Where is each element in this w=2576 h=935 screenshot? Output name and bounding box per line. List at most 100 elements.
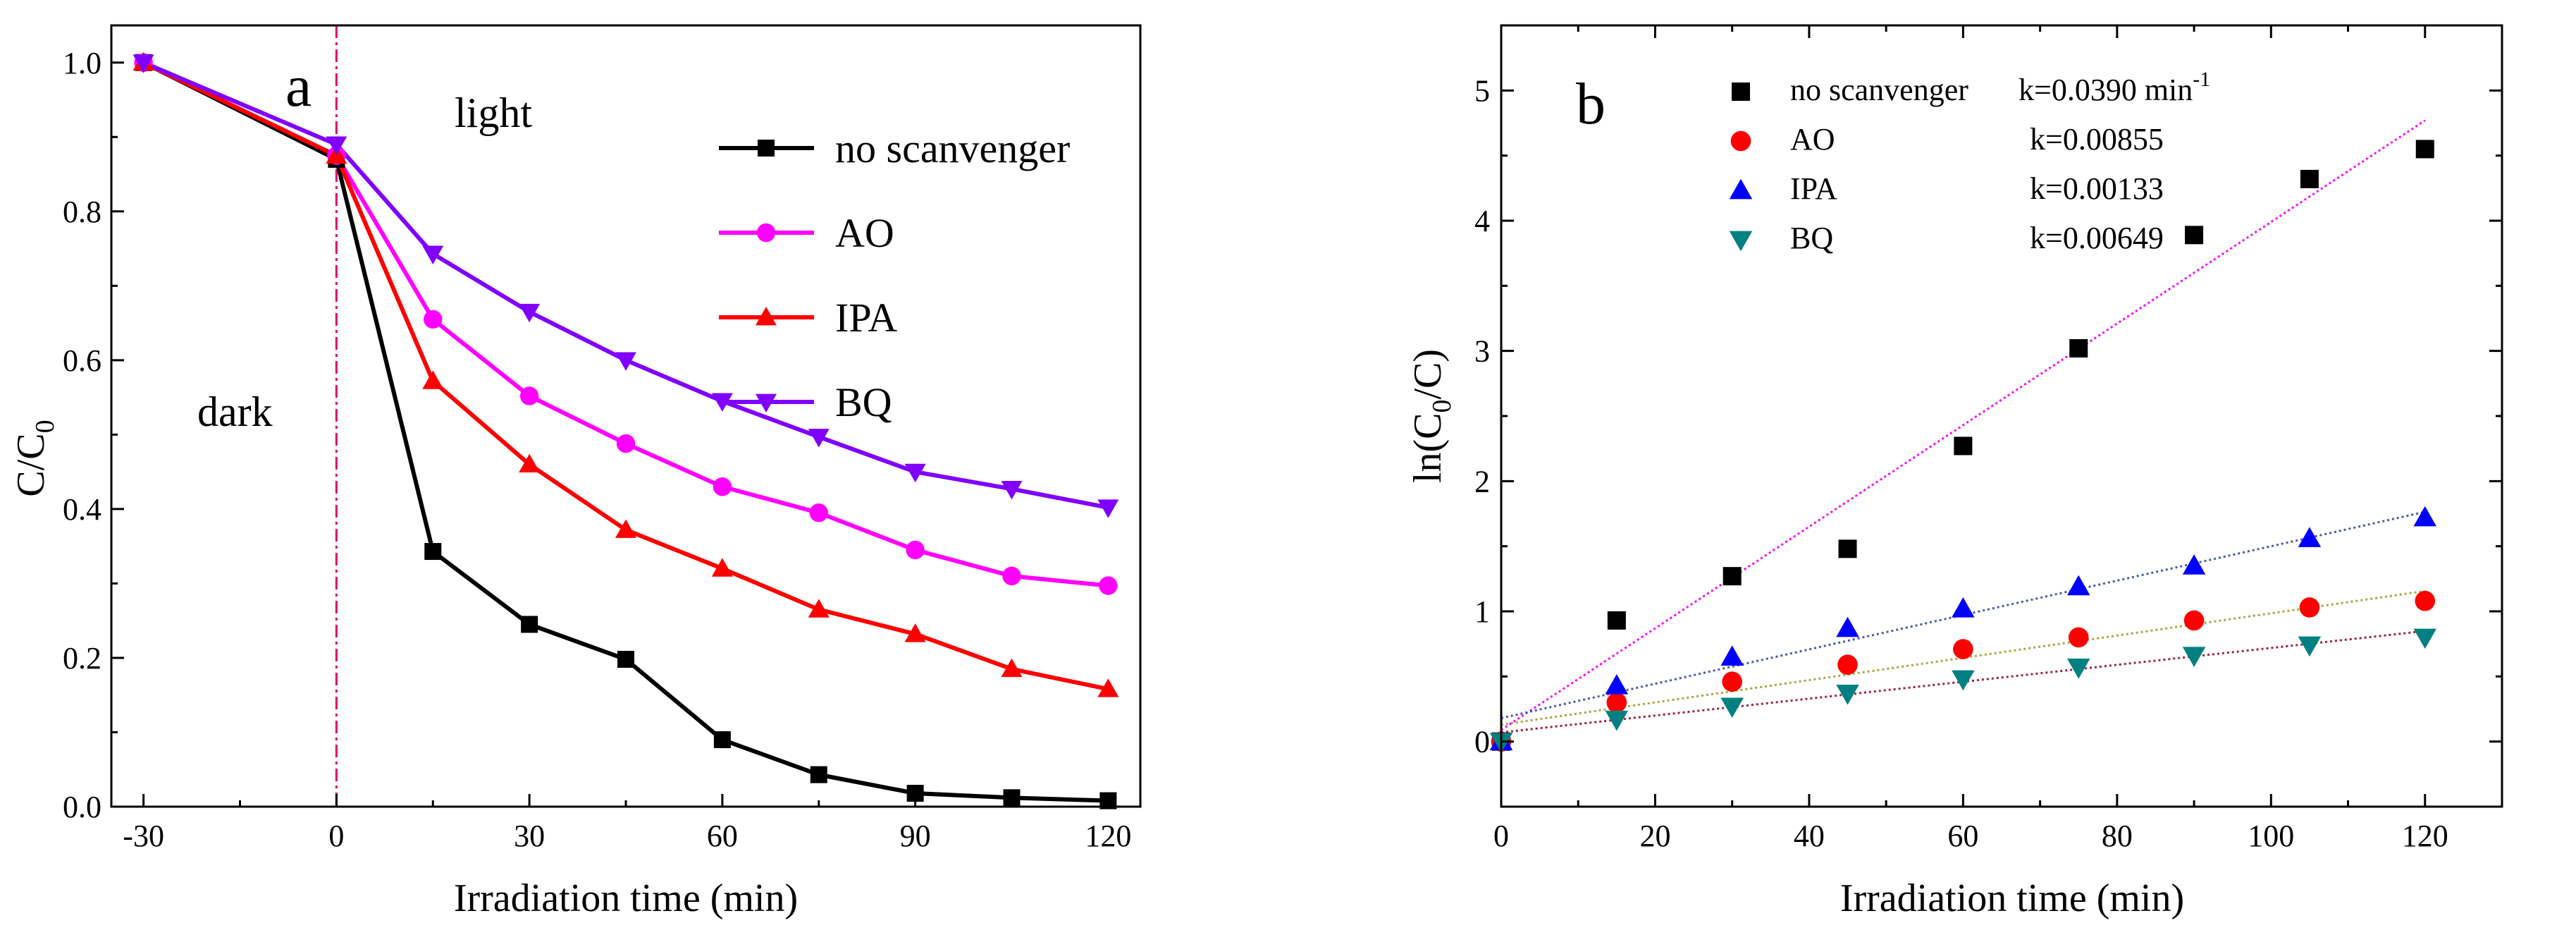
panel-b-x-tick-label: 80 — [2102, 819, 2133, 853]
data-point-bq — [808, 429, 830, 448]
panel-b-ticks: 0 20 40 60 80 100 120 0 1 2 3 4 5 — [1474, 24, 2503, 853]
data-point-ao — [1722, 671, 1742, 692]
data-point-bq — [1001, 481, 1023, 500]
legend-marker-ao — [756, 223, 776, 243]
panel-b-label: b — [1576, 71, 1606, 137]
legend-marker-ao — [1730, 130, 1751, 152]
panel-a-y-tick-label: 0.8 — [63, 195, 101, 229]
legend-label-bq: BQ — [1790, 221, 1833, 255]
data-point-ipa — [1836, 616, 1859, 637]
panel-b-y-tick-label: 1 — [1474, 594, 1490, 629]
panel-b-x-tick-label: 60 — [1947, 819, 1978, 853]
panel-b-plot-frame — [1500, 24, 2503, 808]
panel-b-x-tick-label: 40 — [1794, 819, 1825, 853]
data-point-bq — [2066, 659, 2090, 679]
data-point-bq — [422, 245, 444, 264]
legend-label-no-scanvenger: no scanvenger — [1790, 73, 1968, 107]
legend-marker-ipa — [1729, 178, 1753, 200]
panel-a-x-tick-label: 30 — [514, 819, 545, 853]
data-point-ao — [1837, 654, 1858, 676]
data-point-ipa — [2182, 554, 2206, 575]
panel-a-legend: no scanvenger AO IPA BQ — [719, 126, 1070, 425]
data-point-ao — [2415, 590, 2436, 611]
panel-a-label: a — [285, 54, 312, 119]
data-point-bq — [519, 303, 541, 323]
data-point-bq — [615, 352, 636, 371]
data-point-bq — [1605, 710, 1629, 731]
data-point-ao — [616, 434, 636, 453]
data-point-ao — [519, 386, 539, 405]
data-point-no-scanvenger — [713, 731, 731, 749]
panel-b-y-tick-label: 2 — [1474, 464, 1490, 499]
panel-b-x-tick-label: 0 — [1493, 819, 1509, 853]
panel-a-series-markers — [133, 51, 1119, 809]
panel-a-x-tick-label: 60 — [707, 819, 738, 853]
data-point-bq — [326, 136, 347, 155]
panel-b-x-tick-label: 20 — [1639, 819, 1670, 853]
legend-marker-no-scanvenger — [1732, 82, 1750, 101]
annotation-dark: dark — [197, 389, 273, 435]
annotation-light: light — [455, 90, 532, 136]
panel-b-x-axis-title: Irradiation time (min) — [1840, 876, 2184, 920]
data-point-no-scanvenger — [617, 651, 634, 668]
data-point-bq — [1952, 670, 1975, 691]
data-point-ao — [2183, 610, 2205, 631]
data-point-ipa — [1605, 674, 1629, 695]
series-line-ipa — [142, 61, 1109, 692]
data-point-ipa — [1001, 658, 1023, 678]
data-point-ipa — [808, 599, 830, 618]
data-point-ipa — [422, 370, 444, 389]
panel-b-x-tick-label: 100 — [2248, 819, 2294, 853]
data-point-no-scanvenger — [2415, 140, 2434, 159]
panel-b-series-markers — [1489, 140, 2437, 753]
legend-marker-ipa — [756, 307, 777, 326]
legend-k-unit-superscript: -1 — [2193, 68, 2210, 91]
data-point-ipa — [1720, 645, 1744, 666]
series-line-bq — [142, 60, 1109, 510]
data-point-bq — [1097, 499, 1119, 518]
data-point-ao — [1606, 692, 1627, 713]
data-point-ipa — [1952, 597, 1975, 618]
panel-b-x-tick-label: 120 — [2402, 819, 2448, 853]
data-point-no-scanvenger — [424, 543, 442, 561]
data-point-no-scanvenger — [2300, 169, 2319, 188]
panel-a-ticks: -30 0 30 60 90 120 0.0 0.2 0.4 0.6 0.8 1.0 — [63, 46, 1131, 853]
data-point-bq — [133, 54, 154, 73]
data-point-ipa — [1097, 678, 1119, 697]
panel-b-y-tick-label: 4 — [1474, 204, 1490, 238]
data-point-no-scanvenger — [1838, 539, 1857, 558]
data-point-bq — [2298, 636, 2322, 657]
panel-a-y-tick-label: 0.0 — [63, 790, 101, 824]
data-point-ipa — [615, 519, 636, 538]
data-point-no-scanvenger — [1954, 436, 1973, 456]
data-point-no-scanvenger — [810, 766, 827, 783]
data-point-ipa — [519, 453, 541, 472]
series-line-no-scanvenger — [142, 61, 1109, 803]
data-point-no-scanvenger — [521, 616, 538, 633]
legend-label-bq: BQ — [835, 379, 892, 425]
panel-a-y-axis-title: C/C0 — [9, 420, 60, 496]
panel-a-chart: -30 0 30 60 90 120 0.0 0.2 0.4 0.6 0.8 1.0 a dark l… — [9, 24, 1142, 920]
panel-b-y-tick-label: 5 — [1474, 73, 1490, 108]
panel-a-y-tick-label: 0.2 — [63, 641, 101, 676]
series-line-ao — [142, 61, 1109, 588]
data-point-ao — [2299, 597, 2320, 618]
panel-a-x-tick-label: 90 — [900, 819, 931, 853]
data-point-ao — [1002, 566, 1021, 586]
legend-k-value-bq: k=0.00649 — [2030, 221, 2164, 255]
data-point-ipa — [2066, 575, 2090, 596]
data-point-ao — [424, 310, 443, 329]
data-point-bq — [1836, 684, 1859, 705]
panel-b-legend: no scanvenger k=0.0390 min-1 AO k=0.00855 IP… — [1729, 68, 2210, 255]
data-point-ao — [809, 503, 828, 522]
data-point-no-scanvenger — [2185, 226, 2204, 245]
panel-a-y-tick-label: 0.4 — [63, 492, 101, 527]
legend-marker-bq — [756, 393, 777, 412]
data-point-ao — [713, 477, 732, 496]
data-point-bq — [1720, 697, 1744, 719]
data-point-ipa — [904, 623, 926, 642]
legend-k-value-ao: k=0.00855 — [2030, 122, 2164, 157]
panel-b-y-tick-label: 0 — [1474, 725, 1490, 759]
legend-marker-no-scanvenger — [758, 140, 775, 157]
